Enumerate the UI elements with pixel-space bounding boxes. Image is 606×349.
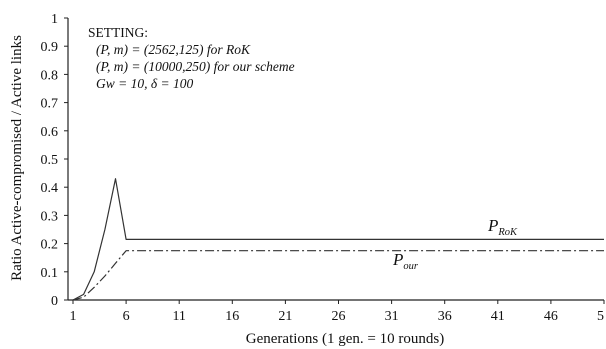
y-ticks: 0 0.1 0.2 0.3 0.4 0.5 0.6 0.7 0.8 0.9 1 [41,12,68,309]
series-layer [72,178,604,301]
series-label-rok: PRoK [487,216,518,238]
series-label-rok-sub: RoK [497,227,518,238]
x-tick-label: 1 [70,309,77,324]
setting-line-4: Gw = 10, δ = 100 [96,76,193,91]
y-axis-title: Ratio Active-compromised / Active links [9,35,25,281]
x-ticks: 1 6 11 16 21 26 31 36 41 46 5 [70,300,605,324]
x-tick-label: 16 [225,309,239,324]
x-axis-title: Generations (1 gen. = 10 rounds) [246,331,444,347]
series-label-our: Pour [392,250,419,272]
y-tick-label: 0 [51,294,58,309]
series-line-rok [72,178,604,301]
y-tick-label: 0.1 [41,266,59,281]
x-tick-label: 11 [172,309,185,324]
setting-line-3: (P, m) = (10000,250) for our scheme [96,59,295,74]
y-tick-label: 0.6 [41,125,59,140]
x-tick-label: 5 [597,309,604,324]
y-tick-label: 0.2 [41,238,59,253]
x-tick-label: 6 [123,309,130,324]
y-tick-label: 0.7 [41,97,59,112]
series-label-our-main: P [392,250,403,269]
x-tick-label: 21 [278,309,292,324]
y-tick-label: 0.8 [41,68,59,83]
setting-annotation: SETTING: (P, m) = (2562,125) for RoK (P,… [88,25,295,91]
y-tick-label: 0.5 [41,153,59,168]
series-label-our-sub: our [403,261,419,272]
y-tick-label: 0.4 [41,181,59,196]
series-line-our [72,250,604,301]
y-tick-label: 1 [51,12,58,27]
x-tick-label: 36 [438,309,452,324]
x-tick-label: 31 [385,309,399,324]
setting-line-1: SETTING: [88,25,148,40]
setting-line-2: (P, m) = (2562,125) for RoK [96,42,251,57]
y-tick-label: 0.3 [41,209,59,224]
plot-area: 00.10.20.30.40.50.60.70.80.91 1 6 11 16 21 26… [41,12,605,324]
y-tick-label: 0.9 [41,40,59,55]
series-label-rok-main: P [487,216,498,235]
x-tick-label: 46 [544,309,558,324]
x-tick-label: 26 [332,309,346,324]
x-tick-label: 41 [491,309,505,324]
